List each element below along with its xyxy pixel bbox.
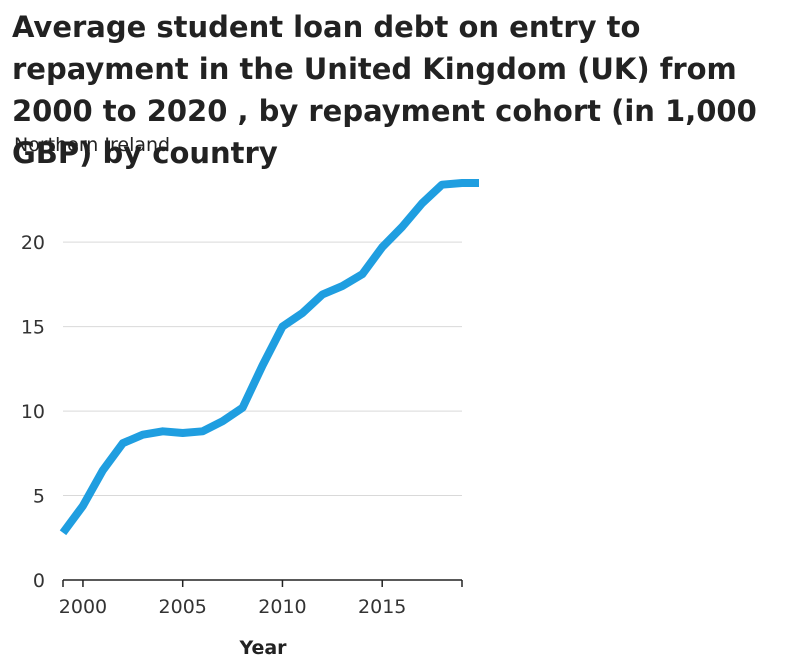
axes <box>62 579 463 587</box>
x-tick-label-2000: 2000 <box>59 596 107 618</box>
y-tick-label-20: 20 <box>21 232 45 254</box>
chart-title: Average student loan debt on entry to re… <box>12 10 757 170</box>
chart-subtitle: Northern Ireland <box>14 134 171 156</box>
y-tick-label-0: 0 <box>33 570 45 592</box>
x-axis-title: Year <box>238 637 287 659</box>
x-tick-label-2015: 2015 <box>358 596 406 618</box>
x-tick-label-2010: 2010 <box>258 596 306 618</box>
series-line-0 <box>59 179 479 536</box>
gridlines <box>63 241 462 497</box>
y-tick-label-15: 15 <box>21 317 45 339</box>
tick-labels: 0 5 10 15 20 2000 2005 2010 2015 <box>21 232 407 618</box>
x-tick-label-2005: 2005 <box>159 596 207 618</box>
series-group <box>59 179 480 536</box>
y-tick-label-5: 5 <box>33 486 45 508</box>
y-tick-label-10: 10 <box>21 401 45 423</box>
